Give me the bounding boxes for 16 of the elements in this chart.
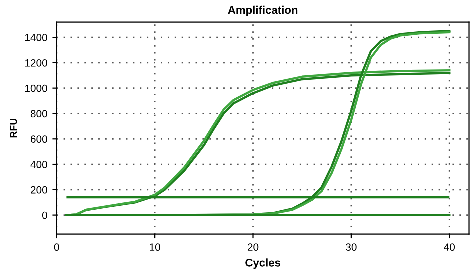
x-tick-label: 30	[346, 244, 357, 252]
y-tick-label: 800	[30, 110, 48, 118]
x-tick-label: 20	[248, 244, 259, 252]
y-axis-title: RFU	[10, 118, 18, 138]
y-tick-label: 1000	[25, 84, 48, 92]
chart-title: Amplification	[228, 6, 298, 16]
y-tick-label: 1200	[25, 59, 48, 67]
y-tick-label: 200	[31, 186, 48, 194]
y-tick-label: 0	[42, 212, 48, 220]
y-tick-label: 1400	[25, 34, 48, 42]
x-axis-title: Cycles	[246, 258, 281, 270]
y-tick-label: 600	[31, 136, 48, 144]
y-tick-label: 400	[30, 161, 48, 168]
x-tick-label: 10	[150, 244, 160, 252]
x-tick-label: 40	[444, 244, 456, 252]
x-tick-label: 0	[54, 244, 60, 252]
